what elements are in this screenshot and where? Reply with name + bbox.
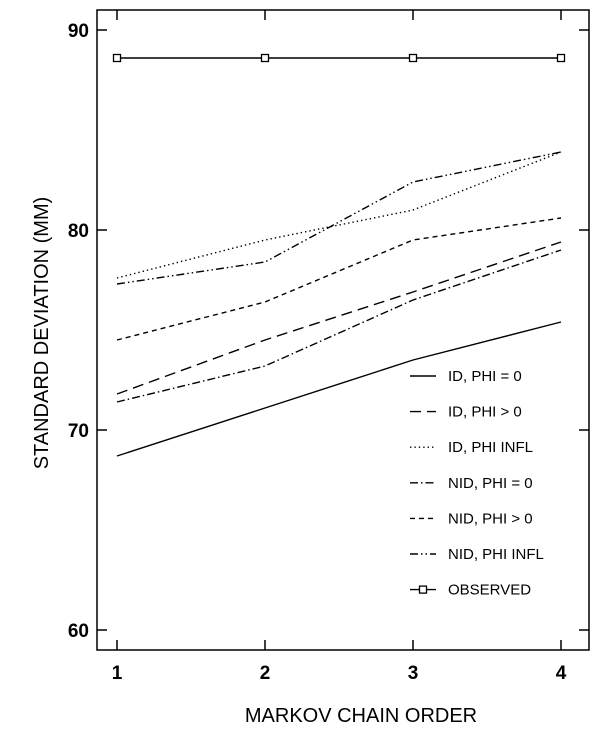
observed-marker: [112, 53, 122, 63]
x-axis-ticks: 1 2 3 4: [112, 10, 567, 684]
series-line-4: [116, 249, 562, 403]
x-tick-label: 2: [260, 663, 271, 684]
legend-label: OBSERVED: [448, 582, 531, 599]
legend-label: NID, PHI = 0: [448, 475, 533, 492]
x-tick-label: 4: [556, 663, 567, 684]
legend-label: ID, PHI = 0: [448, 368, 522, 385]
legend: ID, PHI = 0 ID, PHI > 0 ID, PHI INFL NID, P…: [410, 368, 544, 599]
legend-label: NID, PHI > 0: [448, 510, 533, 527]
series-line-5: [116, 217, 562, 341]
legend-label: ID, PHI > 0: [448, 404, 522, 421]
legend-marker: [418, 585, 428, 594]
plot-frame: [96, 9, 590, 651]
observed-marker: [408, 53, 418, 63]
y-axis-title: STANDARD DEVIATION (MM): [31, 197, 53, 470]
y-axis-ticks: 60 70 80 90: [68, 21, 589, 642]
legend-label: ID, PHI INFL: [448, 439, 533, 456]
x-tick-label: 3: [408, 663, 419, 684]
series-line-2: [116, 241, 562, 395]
observed-marker: [260, 53, 270, 63]
x-tick-label: 1: [112, 663, 123, 684]
series-lines: [112, 53, 566, 457]
y-tick-label: 80: [68, 221, 89, 242]
series-line-3: [116, 151, 562, 279]
series-line-1: [116, 321, 562, 457]
x-axis-title: MARKOV CHAIN ORDER: [245, 705, 477, 727]
observed-marker: [556, 53, 566, 63]
y-tick-label: 70: [68, 421, 89, 442]
y-tick-label: 90: [68, 21, 89, 42]
legend-label: NID, PHI INFL: [448, 546, 544, 563]
y-tick-label: 60: [68, 621, 89, 642]
